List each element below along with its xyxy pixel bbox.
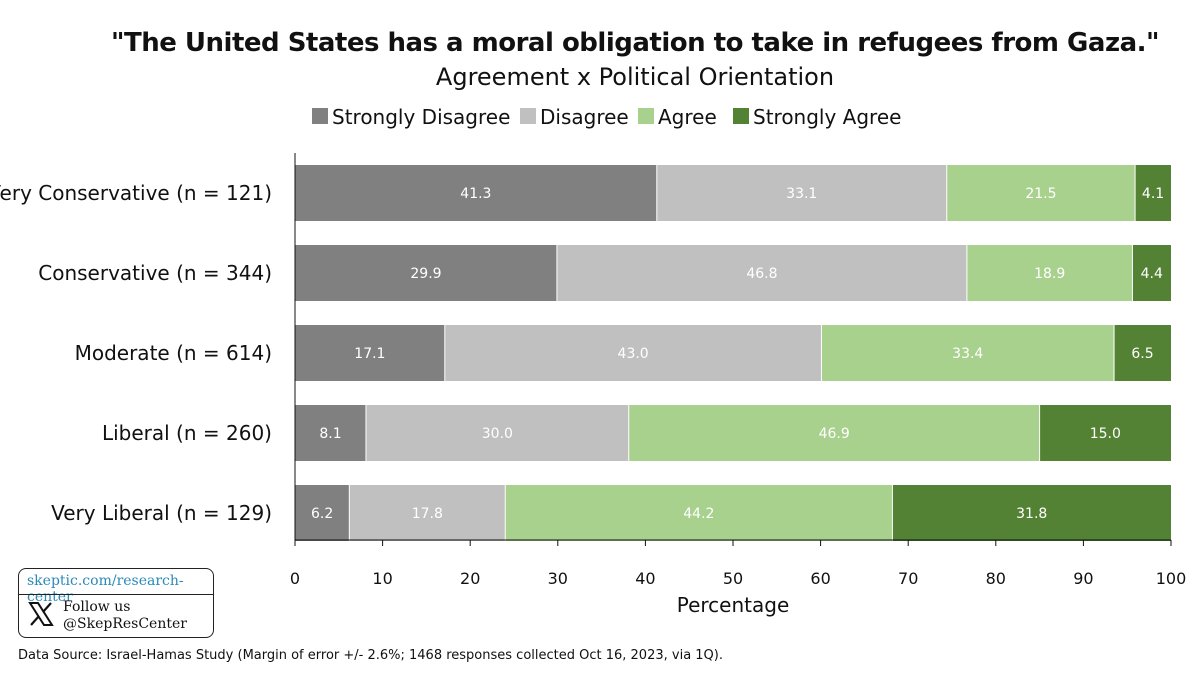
bar-segment [295, 405, 366, 461]
bar-segment [966, 245, 1133, 301]
bar-value-label: 21.5 [1025, 186, 1056, 202]
bar-segment [946, 165, 1136, 221]
x-axis-label: Percentage [677, 593, 790, 617]
x-tick-label: 80 [986, 569, 1006, 588]
chart-subtitle: Agreement x Political Orientation [435, 63, 835, 91]
bar-value-label: 6.5 [1131, 346, 1153, 362]
research-center-link[interactable]: skeptic.com/research-center [27, 573, 184, 605]
x-tick-label: 10 [372, 569, 392, 588]
legend-label-2: Agree [658, 105, 717, 129]
bar-value-label: 17.1 [354, 346, 385, 362]
chart-title: "The United States has a moral obligatio… [110, 28, 1160, 58]
bar-value-label: 4.1 [1142, 186, 1164, 202]
bar-segment [1135, 165, 1171, 221]
x-tick-label: 30 [548, 569, 568, 588]
bar-segment [295, 485, 350, 541]
bar-value-label: 46.9 [819, 426, 850, 442]
bar-segment [365, 405, 629, 461]
bar-value-label: 15.0 [1090, 426, 1121, 442]
category-label: Conservative (n = 344) [38, 261, 272, 285]
bar-segment [1132, 245, 1171, 301]
bar-segment [1039, 405, 1171, 461]
bar-segment [821, 325, 1115, 381]
legend-swatch-3 [733, 108, 749, 124]
legend-label-0: Strongly Disagree [332, 105, 510, 129]
x-tick-label: 90 [1073, 569, 1093, 588]
bar-value-label: 44.2 [683, 506, 714, 522]
footer-card: skeptic.com/research-center Follow us @S… [18, 568, 214, 638]
bar-segment [656, 165, 947, 221]
data-source-note: Data Source: Israel-Hamas Study (Margin … [18, 648, 723, 663]
x-logo-icon[interactable] [27, 600, 55, 628]
x-tick-label: 70 [898, 569, 918, 588]
bar-value-label: 33.4 [952, 346, 983, 362]
bar-value-label: 31.8 [1016, 506, 1047, 522]
x-tick-label: 50 [723, 569, 743, 588]
bar-segment [295, 325, 445, 381]
x-tick-label: 40 [635, 569, 655, 588]
x-tick-label: 20 [460, 569, 480, 588]
bar-segment [295, 165, 657, 221]
x-tick-label: 60 [810, 569, 830, 588]
bar-segment [892, 485, 1171, 541]
follow-text: Follow us @SkepResCenter [63, 599, 187, 633]
legend-swatch-1 [520, 108, 536, 124]
x-tick-label: 0 [290, 569, 300, 588]
category-label: Very Conservative (n = 121) [0, 181, 272, 205]
bar-value-label: 8.1 [319, 426, 341, 442]
legend-label-1: Disagree [540, 105, 629, 129]
bar-segment [349, 485, 506, 541]
bar-value-label: 33.1 [786, 186, 817, 202]
bar-segment [295, 245, 557, 301]
bar-segment [556, 245, 967, 301]
bar-value-label: 46.8 [746, 266, 777, 282]
bar-value-label: 4.4 [1141, 266, 1163, 282]
bar-segment [444, 325, 822, 381]
bar-value-label: 29.9 [410, 266, 441, 282]
category-label: Very Liberal (n = 129) [51, 501, 272, 525]
legend-swatch-0 [312, 108, 328, 124]
bar-segment [505, 485, 893, 541]
bar-value-label: 18.9 [1034, 266, 1065, 282]
category-label: Moderate (n = 614) [75, 341, 272, 365]
bar-segment [628, 405, 1040, 461]
follow-us-label: Follow us [63, 599, 131, 615]
twitter-handle[interactable]: @SkepResCenter [63, 616, 187, 632]
bar-value-label: 30.0 [482, 426, 513, 442]
legend-swatch-2 [638, 108, 654, 124]
bar-value-label: 6.2 [311, 506, 333, 522]
footer-divider [19, 594, 213, 595]
bar-value-label: 17.8 [412, 506, 443, 522]
legend-label-3: Strongly Agree [753, 105, 901, 129]
bar-value-label: 41.3 [460, 186, 491, 202]
bar-segment [1114, 325, 1171, 381]
category-label: Liberal (n = 260) [102, 421, 272, 445]
x-tick-label: 100 [1156, 569, 1187, 588]
bar-value-label: 43.0 [618, 346, 649, 362]
